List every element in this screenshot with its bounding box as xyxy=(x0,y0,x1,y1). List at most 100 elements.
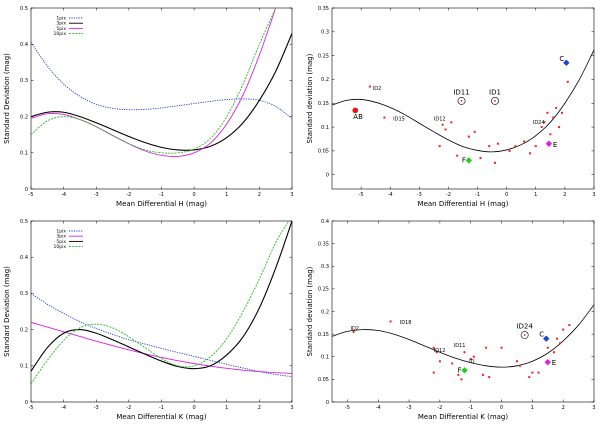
data-point xyxy=(469,358,472,361)
y-tick-label: 0.1 xyxy=(20,364,28,370)
x-tick-label: -1 xyxy=(475,192,480,198)
series-line-1pix xyxy=(31,293,292,378)
y-tick-label: 0.05 xyxy=(318,149,329,155)
y-tick-label: 0.1 xyxy=(321,355,329,361)
data-point xyxy=(523,140,526,143)
marker-label: F xyxy=(462,156,466,164)
data-point xyxy=(368,85,371,88)
y-tick-label: 0.4 xyxy=(321,219,329,225)
marker-C xyxy=(543,335,550,342)
x-tick-label: -2 xyxy=(126,192,131,198)
x-tick-label: -3 xyxy=(417,192,422,198)
y-tick-label: 0.5 xyxy=(20,6,28,12)
data-point xyxy=(500,346,503,349)
x-tick-label: -5 xyxy=(345,405,350,411)
data-point xyxy=(543,121,546,124)
y-tick-label: 0 xyxy=(326,173,329,179)
marker-label: E xyxy=(552,359,556,367)
legend-label: 5pix xyxy=(56,239,66,245)
x-tick-label: 3 xyxy=(592,192,595,198)
legend-label: 3pix xyxy=(56,21,66,27)
x-tick-label: 2 xyxy=(258,192,261,198)
data-point xyxy=(546,346,549,349)
y-tick-label: 0.15 xyxy=(318,101,329,107)
data-point xyxy=(555,107,558,110)
data-point xyxy=(552,116,555,119)
y-axis-label: Standard deviation (mag) xyxy=(306,53,314,143)
x-tick-label: -4 xyxy=(61,192,66,198)
data-point xyxy=(560,111,563,114)
circled-point-ring xyxy=(491,96,499,105)
data-point xyxy=(531,371,534,374)
y-tick-label: 0.1 xyxy=(20,151,28,157)
marker-label: AB xyxy=(353,113,363,121)
fit-curve xyxy=(332,49,594,153)
series-line-5pix xyxy=(31,221,292,372)
circled-point-dot xyxy=(523,334,526,336)
y-tick-label: 0.2 xyxy=(20,114,28,120)
data-point xyxy=(485,346,488,349)
x-axis-label: Mean Differential K (mag) xyxy=(418,413,508,421)
data-point xyxy=(472,355,475,358)
y-tick-label: 0.2 xyxy=(20,327,28,333)
data-point xyxy=(444,128,447,131)
data-point xyxy=(528,152,531,155)
marker-F xyxy=(465,157,473,164)
y-axis-label: Standard Deviation (mag) xyxy=(3,266,11,357)
y-tick-label: 0.35 xyxy=(318,241,329,247)
x-tick-label: -5 xyxy=(29,405,34,411)
circled-point-dot xyxy=(460,99,463,102)
x-tick-label: 1 xyxy=(531,405,534,411)
data-point xyxy=(352,330,355,333)
data-point xyxy=(457,373,460,376)
x-tick-label: 0 xyxy=(505,192,508,198)
marker-label: E xyxy=(553,141,557,149)
y-tick-label: 0.3 xyxy=(321,30,329,36)
x-tick-label: 0 xyxy=(193,192,196,198)
y-tick-label: 0.2 xyxy=(321,309,329,315)
circled-point-label: ID1 xyxy=(489,88,501,96)
data-point xyxy=(566,80,569,83)
data-point xyxy=(528,376,531,379)
plot-frame xyxy=(331,220,595,403)
y-tick-label: 0.3 xyxy=(321,264,329,270)
data-point xyxy=(556,337,559,340)
marker-label: C xyxy=(539,331,544,339)
marker-E xyxy=(545,140,553,147)
x-tick-label: -3 xyxy=(407,405,412,411)
data-layer xyxy=(31,221,292,385)
y-tick-label: 0.3 xyxy=(20,78,28,84)
point-label: ID11 xyxy=(454,343,466,349)
data-point xyxy=(441,123,444,126)
y-tick-label: 0.05 xyxy=(318,377,329,383)
x-tick-label: 1 xyxy=(225,192,228,198)
series-line-1pix xyxy=(31,42,292,119)
point-label: ID2 xyxy=(373,86,382,92)
y-tick-label: 0.25 xyxy=(318,53,329,59)
data-point xyxy=(389,320,392,323)
x-tick-label: -4 xyxy=(61,405,66,411)
data-point xyxy=(508,149,511,152)
marker-label: F xyxy=(458,366,462,374)
series-line-3pix xyxy=(31,321,292,374)
circled-point-label: ID24 xyxy=(516,323,533,331)
data-point xyxy=(383,116,386,119)
series-line-5pix xyxy=(31,8,277,158)
data-point xyxy=(438,360,441,363)
x-axis-label: Mean Differential H (mag) xyxy=(418,200,509,208)
chart-panel-bottom-right: -5 -4 -3 -2 -1 0 1 2 3 0 0.05 0.1 0.15 0.2 0.25 0.3 0.35… xyxy=(306,219,596,421)
fit-curve xyxy=(332,304,594,368)
circled-point-ring xyxy=(457,96,466,105)
x-tick-label: 0 xyxy=(193,405,196,411)
legend-label: 5pix xyxy=(56,26,66,32)
data-point xyxy=(549,133,552,136)
data-point xyxy=(559,342,562,345)
point-label: ID xyxy=(469,359,474,365)
data-point xyxy=(568,324,571,327)
chart-panel-top-right: -5 -4 -3 -2 -1 0 1 2 3 0 0.05 0.1 0.15 0.2 0.25 0.3 0.35… xyxy=(306,6,596,208)
circled-point-ring xyxy=(520,331,529,339)
data-point xyxy=(473,130,476,133)
plot-frame xyxy=(30,220,293,403)
data-point xyxy=(488,145,491,148)
series-line-10pix xyxy=(31,8,277,154)
